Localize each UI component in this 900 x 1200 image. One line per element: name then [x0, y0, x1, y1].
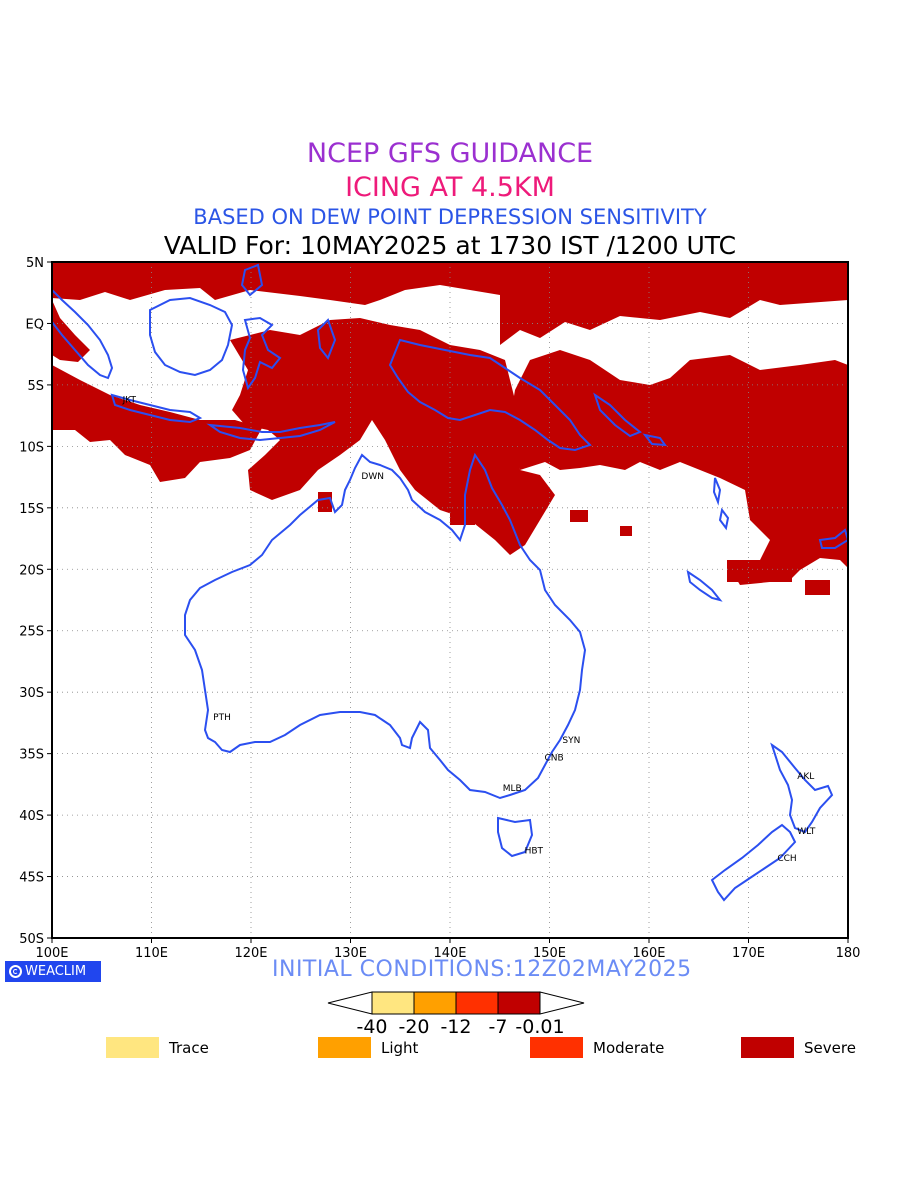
lat-tick-label: 45S [19, 871, 44, 886]
station-label: WLT [797, 827, 816, 837]
legend-label: Trace [169, 1038, 209, 1057]
scale-arrow-right [539, 991, 585, 1015]
lat-tick-label: 35S [19, 748, 44, 763]
scale-arrow-left [327, 991, 373, 1015]
lat-tick-label: 30S [19, 686, 44, 701]
station-label: CNB [545, 753, 564, 763]
title-line-2: ICING AT 4.5KM [345, 172, 555, 203]
scale-label: -7 [488, 1016, 508, 1038]
lat-tick-label: 25S [19, 625, 44, 640]
scale-swatch [371, 991, 415, 1015]
lat-tick-label: 5S [27, 379, 44, 394]
legend-light: Light [318, 1037, 418, 1058]
lon-tick-label: 150E [533, 946, 566, 961]
title-line-1: NCEP GFS GUIDANCE [306, 138, 594, 169]
logo-text: WEACLIM [25, 964, 87, 979]
copyright-icon [9, 965, 22, 978]
valid-time: VALID For: 10MAY2025 at 1730 IST /1200 U… [163, 231, 737, 260]
lat-tick-label: 50S [19, 932, 44, 947]
lat-tick-label: 15S [19, 502, 44, 517]
lat-tick-label: 20S [19, 563, 44, 578]
scale-label: -0.01 [515, 1016, 565, 1038]
lon-tick-label: 160E [632, 946, 665, 961]
legend-label: Severe [804, 1038, 856, 1057]
australia-coastline [184, 452, 587, 800]
lon-tick-label: 110E [135, 946, 168, 961]
legend-trace: Trace [106, 1037, 209, 1058]
scale-swatch [455, 991, 499, 1015]
legend-label: Moderate [593, 1038, 665, 1057]
lon-tick-label: 180 [836, 946, 861, 961]
lon-tick-label: 120E [234, 946, 267, 961]
station-label: PTH [213, 713, 231, 723]
weaclim-logo[interactable]: WEACLIM [5, 961, 101, 982]
scale-swatch [497, 991, 541, 1015]
lon-tick-label: 140E [433, 946, 466, 961]
station-label: HBT [525, 847, 544, 857]
trace-swatch [106, 1037, 159, 1058]
station-label: AKL [797, 772, 814, 782]
legend-severe: Severe [741, 1037, 856, 1058]
station-label: MLB [503, 784, 522, 794]
scale-label: -20 [398, 1016, 430, 1038]
lat-tick-label: 5N [26, 256, 44, 271]
lat-tick-label: EQ [26, 317, 44, 332]
lon-tick-label: 170E [732, 946, 765, 961]
light-swatch [318, 1037, 371, 1058]
color-scale-bar [327, 991, 585, 1015]
lon-tick-label: 130E [334, 946, 367, 961]
scale-swatch [413, 991, 457, 1015]
station-label: CCH [777, 854, 796, 864]
moderate-swatch [530, 1037, 583, 1058]
scale-label: -12 [440, 1016, 472, 1038]
station-label: SYN [562, 736, 580, 746]
legend-moderate: Moderate [530, 1037, 664, 1058]
severe-swatch [741, 1037, 794, 1058]
lon-tick-label: 100E [35, 946, 68, 961]
station-label: DWN [361, 472, 384, 482]
legend-label: Light [381, 1038, 419, 1057]
title-line-3: BASED ON DEW POINT DEPRESSION SENSITIVIT… [193, 205, 707, 229]
scale-label: -40 [356, 1016, 388, 1038]
station-label: JKT [122, 396, 137, 406]
initial-conditions: INITIAL CONDITIONS:12Z02MAY2025 [272, 957, 692, 982]
lat-tick-label: 40S [19, 809, 44, 824]
lat-tick-label: 10S [19, 440, 44, 455]
icing-map: JKT DWN PTH SYN CNB MLB HBT AKL WLT CCH 100E 110E 1… [19, 256, 861, 961]
